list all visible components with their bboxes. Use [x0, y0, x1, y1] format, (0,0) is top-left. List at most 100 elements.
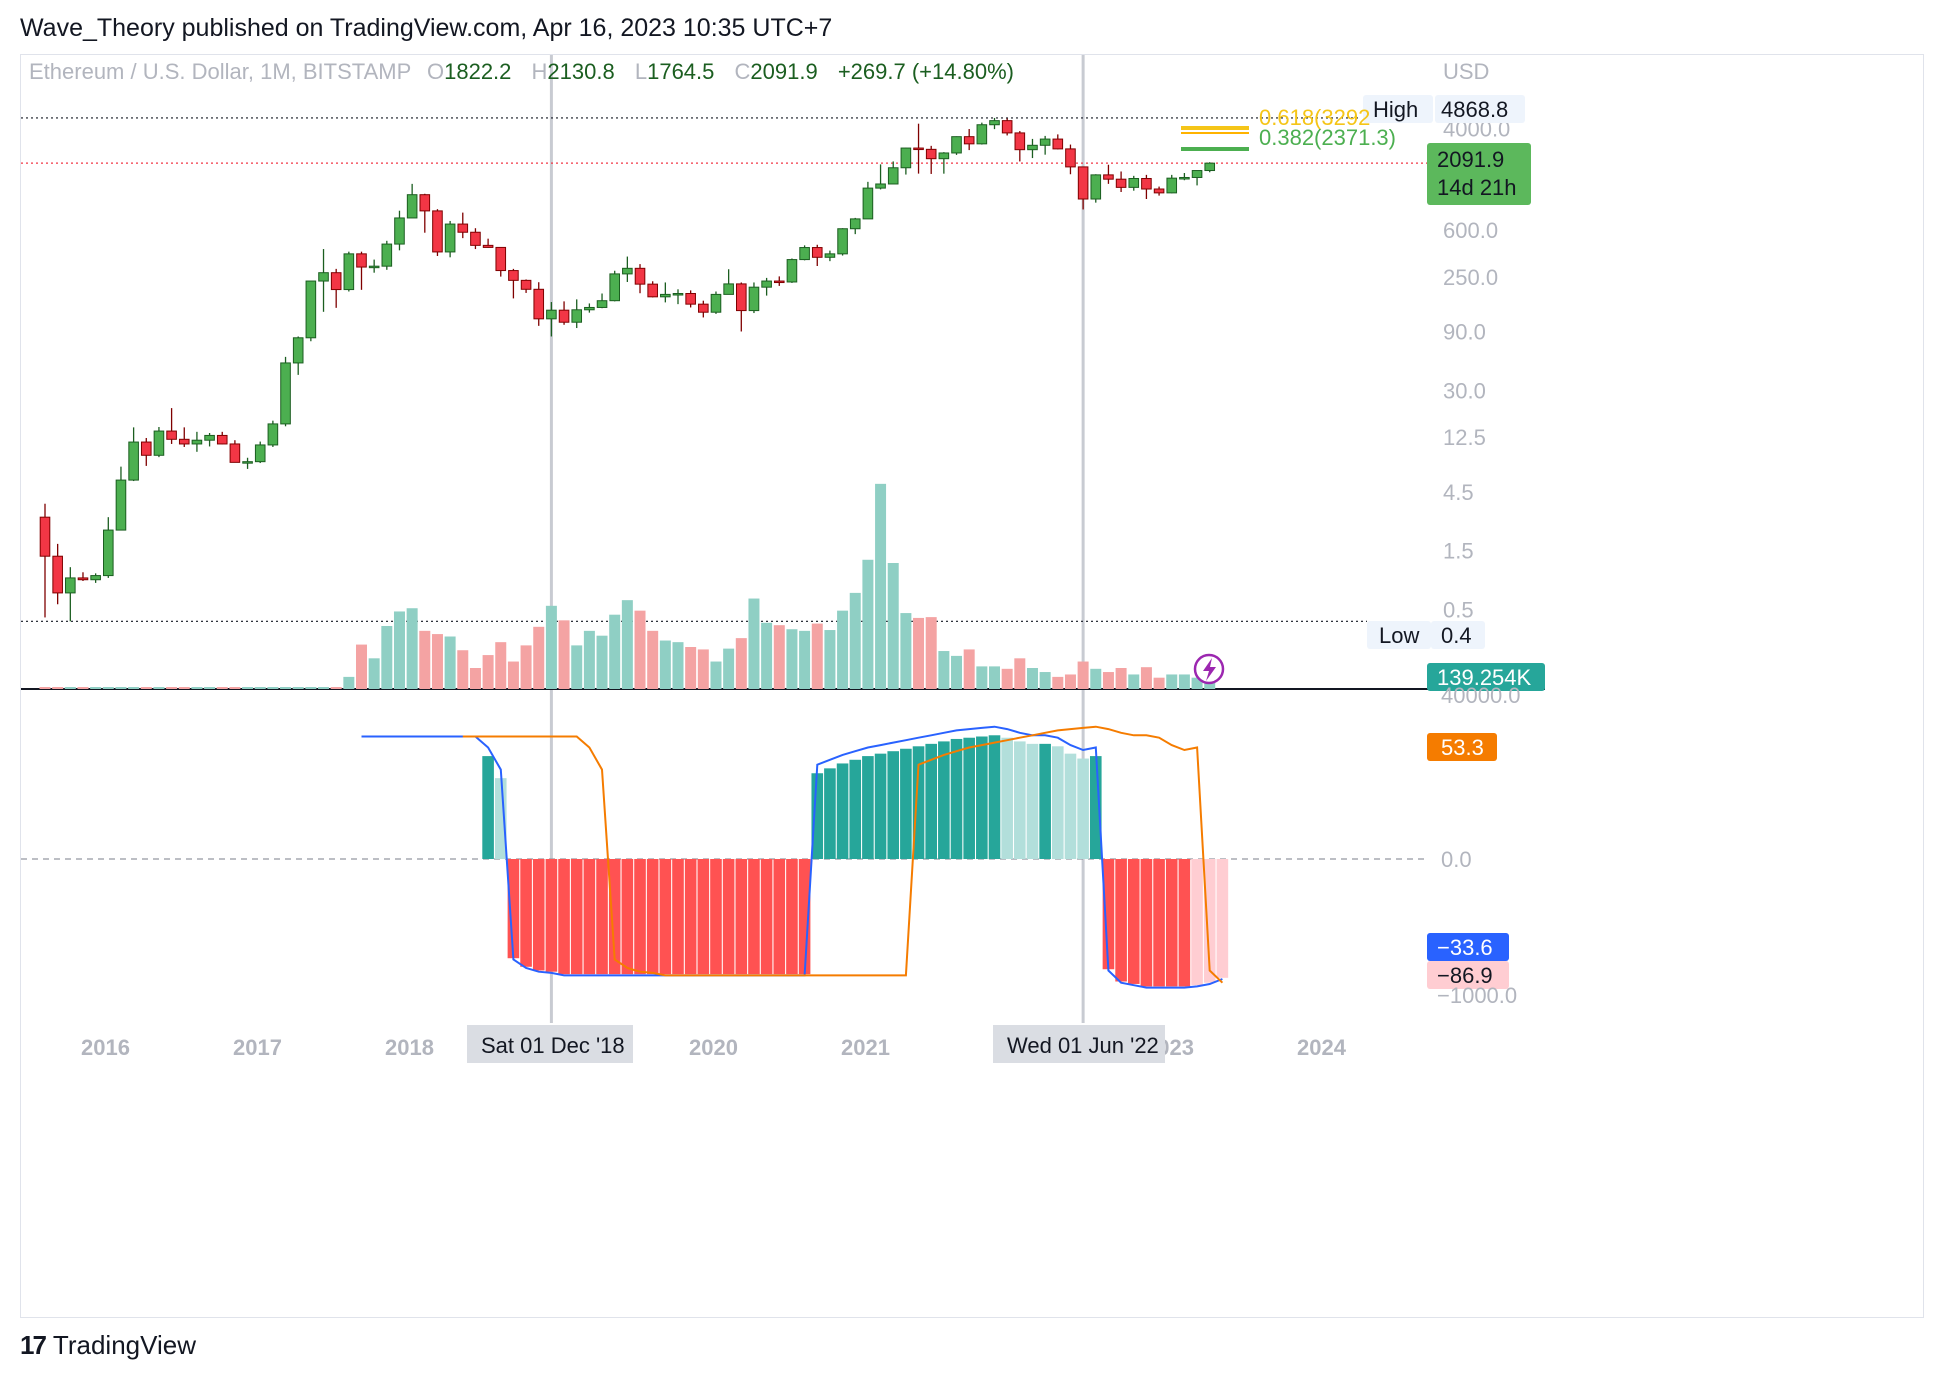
volume-bar — [1115, 668, 1127, 689]
candle-body — [432, 210, 443, 253]
volume-bar — [495, 642, 507, 689]
candle-body — [786, 259, 798, 283]
candle-body — [178, 438, 190, 445]
candle-body — [103, 529, 114, 577]
osc-histogram-bar — [1165, 859, 1178, 987]
volume-bar — [558, 620, 570, 689]
candle-body — [406, 194, 418, 219]
candle-body — [90, 575, 101, 581]
volume-bar — [1052, 676, 1064, 689]
osc-histogram-bar — [583, 859, 596, 975]
volume-bar — [1014, 658, 1026, 689]
candle-body — [1204, 162, 1216, 172]
osc-histogram-bar — [684, 859, 697, 975]
osc-tick-zero: 0.0 — [1441, 847, 1472, 872]
candle-body — [951, 136, 962, 154]
candle-body — [140, 441, 152, 456]
osc-histogram-bar — [760, 859, 773, 975]
chart-frame[interactable]: Ethereum / U.S. Dollar, 1M, BITSTAMP O18… — [20, 54, 1924, 1318]
osc-histogram-bar — [811, 773, 824, 859]
candle-body — [761, 280, 772, 288]
volume-bar — [697, 649, 709, 689]
volume-bar — [799, 630, 811, 689]
osc-histogram-bar — [1039, 743, 1051, 859]
high-label-bg — [1363, 95, 1433, 123]
candle-body — [989, 120, 1000, 126]
price-chart[interactable]: Ethereum / U.S. Dollar, 1M, BITSTAMP O18… — [21, 55, 1925, 1319]
volume-bar — [64, 687, 76, 689]
volume-bar — [659, 640, 671, 689]
osc-histogram-bar — [520, 859, 532, 967]
candle-body — [77, 577, 89, 581]
crosshair-label-1: Sat 01 Dec '18 — [481, 1033, 625, 1058]
volume-bar — [989, 666, 1000, 689]
candle-body — [1179, 176, 1190, 180]
orange-value: 53.3 — [1441, 735, 1484, 760]
osc-histogram-bar — [621, 859, 634, 975]
price-tick: 1.5 — [1443, 539, 1474, 564]
legend-o-value: 1822.2 — [444, 59, 511, 84]
volume-bar — [710, 661, 722, 689]
candle-body — [925, 148, 937, 160]
candle-body — [546, 309, 557, 320]
volume-bar — [748, 598, 760, 689]
osc-histogram-bar — [1178, 859, 1191, 987]
volume-bar — [444, 636, 456, 689]
candle-body — [229, 443, 241, 463]
volume-bar — [229, 687, 241, 689]
volume-bar — [254, 687, 266, 689]
candle-body — [622, 267, 633, 275]
candle-body — [1027, 144, 1038, 151]
volume-bar — [571, 645, 583, 689]
high-value: 4868.8 — [1441, 97, 1508, 122]
price-tick: 250.0 — [1443, 265, 1498, 290]
candle-body — [495, 246, 507, 272]
candle-body — [52, 555, 63, 594]
candle-body — [837, 228, 848, 255]
tradingview-logo-icon: 17 — [20, 1330, 47, 1360]
volume-bar — [976, 666, 988, 689]
candle-body — [356, 253, 367, 268]
last-price: 2091.9 — [1437, 147, 1504, 172]
candle-body — [65, 577, 76, 594]
lightning-icon[interactable] — [1193, 653, 1225, 685]
candle-body — [824, 253, 836, 258]
osc-tick-min: −1000.0 — [1437, 983, 1517, 1008]
volume-bar — [925, 617, 937, 689]
last-price-badge — [1427, 143, 1531, 205]
candle-body — [698, 303, 709, 313]
volume-bar — [811, 623, 823, 689]
osc-histogram-bar — [634, 859, 646, 975]
countdown: 14d 21h — [1437, 175, 1517, 200]
volume-bar — [115, 687, 127, 689]
candle-body — [558, 309, 570, 323]
candle-body — [584, 306, 595, 311]
osc-histogram-bar — [1014, 741, 1026, 859]
osc-histogram-bar — [748, 859, 760, 975]
osc-histogram-bar — [1064, 753, 1077, 859]
high-label: High — [1373, 97, 1418, 122]
candle-body — [330, 272, 342, 291]
candle-body — [394, 217, 405, 245]
osc-histogram-bar — [1191, 859, 1203, 986]
osc-histogram-bar — [1216, 859, 1229, 978]
hist-value: −86.9 — [1437, 963, 1493, 988]
candle-body — [1153, 188, 1165, 194]
candle-body — [900, 147, 912, 169]
volume-bar — [887, 563, 899, 689]
time-tick-2017: 2017 — [233, 1035, 282, 1060]
volume-bar — [1026, 668, 1038, 689]
price-tick: 0.5 — [1443, 597, 1474, 622]
volume-bar — [862, 559, 874, 689]
volume-bar — [1001, 668, 1013, 689]
candle-body — [1077, 166, 1089, 200]
volume-bar — [1178, 674, 1190, 689]
volume-bar — [1102, 672, 1114, 689]
legend-c-label: C — [735, 59, 751, 84]
blue-value-badge — [1427, 933, 1509, 961]
volume-bar — [166, 687, 178, 689]
volume-bar — [482, 655, 494, 689]
osc-histogram-bar — [672, 859, 684, 975]
candle-body — [976, 124, 988, 145]
volume-bar — [77, 687, 89, 689]
